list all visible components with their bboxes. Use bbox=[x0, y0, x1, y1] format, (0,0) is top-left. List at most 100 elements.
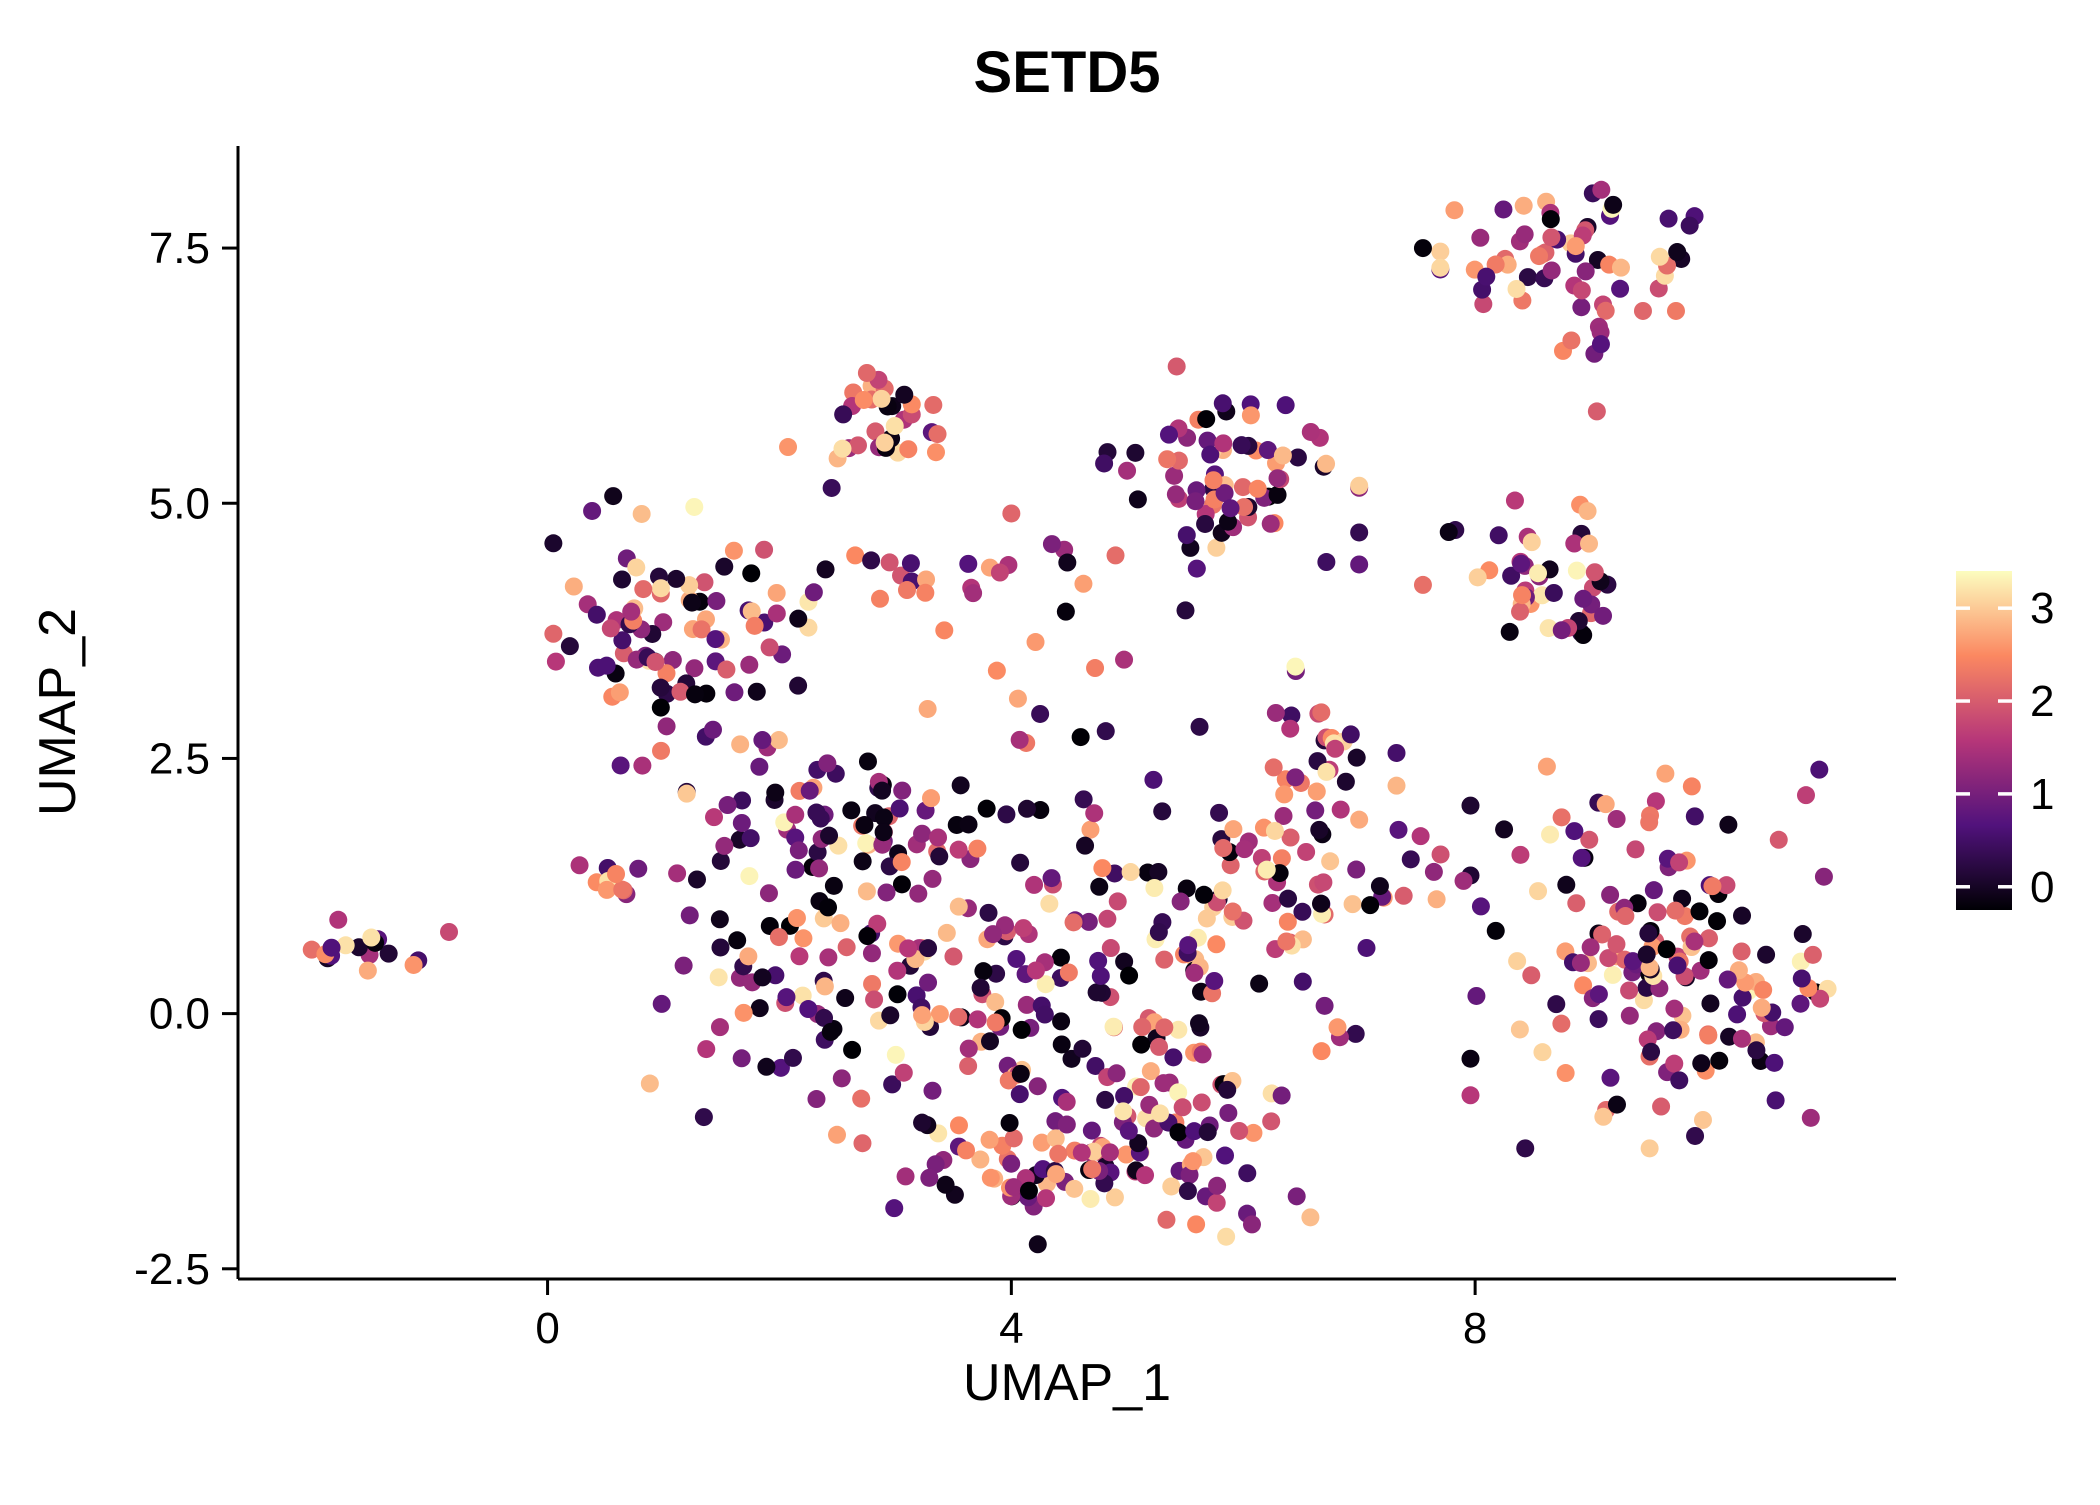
point bbox=[1732, 942, 1751, 961]
point bbox=[709, 968, 728, 987]
point bbox=[1204, 471, 1223, 490]
point bbox=[1471, 228, 1490, 247]
point bbox=[855, 816, 874, 835]
point bbox=[888, 985, 907, 1004]
point bbox=[1513, 586, 1532, 605]
point bbox=[819, 948, 838, 967]
point bbox=[1173, 1098, 1192, 1117]
point bbox=[1031, 801, 1050, 820]
point bbox=[1011, 1064, 1030, 1083]
point bbox=[741, 829, 760, 848]
point bbox=[800, 781, 819, 800]
point bbox=[1607, 1095, 1626, 1114]
point bbox=[858, 927, 877, 946]
point bbox=[1732, 1029, 1751, 1048]
point bbox=[1336, 772, 1355, 791]
point bbox=[1085, 804, 1104, 823]
point bbox=[944, 947, 963, 966]
point bbox=[1166, 485, 1185, 504]
point bbox=[1238, 1164, 1257, 1183]
point bbox=[1733, 906, 1752, 925]
point bbox=[633, 756, 652, 775]
point bbox=[1611, 258, 1630, 277]
point bbox=[1193, 1045, 1212, 1064]
point bbox=[1262, 1112, 1281, 1131]
point bbox=[1098, 909, 1117, 928]
point bbox=[1197, 410, 1216, 429]
point bbox=[1574, 626, 1593, 645]
point bbox=[1346, 1024, 1365, 1043]
point bbox=[694, 1108, 713, 1127]
point bbox=[1710, 1051, 1729, 1070]
point bbox=[652, 741, 671, 760]
point bbox=[1133, 1018, 1152, 1037]
point bbox=[1387, 743, 1406, 762]
point bbox=[753, 968, 772, 987]
point bbox=[924, 395, 943, 414]
point bbox=[1331, 800, 1350, 819]
scatter-points bbox=[302, 180, 1837, 1254]
point bbox=[1216, 1146, 1235, 1165]
point bbox=[1187, 1215, 1206, 1234]
point bbox=[1317, 762, 1336, 781]
point bbox=[997, 805, 1016, 824]
point bbox=[1585, 563, 1604, 582]
point bbox=[922, 789, 941, 808]
point bbox=[1214, 839, 1233, 858]
point bbox=[734, 1003, 753, 1022]
point bbox=[919, 939, 938, 958]
point bbox=[706, 630, 725, 649]
point bbox=[959, 1039, 978, 1058]
point bbox=[1169, 1020, 1188, 1039]
point bbox=[1507, 279, 1526, 298]
point bbox=[1233, 478, 1252, 497]
point bbox=[1431, 242, 1450, 261]
point bbox=[1607, 935, 1626, 954]
point bbox=[1058, 553, 1077, 572]
point bbox=[899, 939, 918, 958]
point bbox=[1810, 760, 1829, 779]
point bbox=[1565, 534, 1584, 553]
point bbox=[1126, 443, 1145, 462]
point bbox=[1179, 936, 1198, 955]
point bbox=[1169, 1123, 1188, 1142]
point bbox=[919, 973, 938, 992]
point bbox=[610, 683, 629, 702]
point bbox=[597, 656, 616, 675]
point bbox=[1275, 785, 1294, 804]
point bbox=[951, 776, 970, 795]
point bbox=[1232, 436, 1251, 455]
colorbar-legend: 0 1 2 3 bbox=[1956, 571, 2054, 912]
point bbox=[322, 938, 341, 957]
point bbox=[974, 962, 993, 981]
point bbox=[1343, 895, 1362, 914]
point bbox=[853, 852, 872, 871]
point bbox=[1666, 301, 1685, 320]
point bbox=[1261, 514, 1280, 533]
point bbox=[1596, 795, 1615, 814]
point bbox=[1747, 1041, 1766, 1060]
point bbox=[1461, 1049, 1480, 1068]
point bbox=[789, 676, 808, 695]
point bbox=[1578, 502, 1597, 521]
point bbox=[1719, 815, 1738, 834]
point bbox=[1574, 589, 1593, 608]
point bbox=[1154, 1074, 1173, 1093]
point bbox=[1128, 490, 1147, 509]
point bbox=[1769, 830, 1788, 849]
point bbox=[1413, 239, 1432, 258]
point bbox=[1580, 534, 1599, 553]
point bbox=[916, 583, 935, 602]
point bbox=[1218, 512, 1237, 531]
point bbox=[980, 1032, 999, 1051]
point bbox=[1801, 1108, 1820, 1127]
point bbox=[789, 609, 808, 628]
point bbox=[1010, 1085, 1029, 1104]
point bbox=[607, 864, 626, 883]
point bbox=[1616, 907, 1635, 926]
point bbox=[1474, 295, 1493, 314]
point bbox=[1286, 768, 1305, 787]
point bbox=[1765, 1053, 1784, 1072]
point bbox=[895, 385, 914, 404]
point bbox=[1572, 298, 1591, 317]
